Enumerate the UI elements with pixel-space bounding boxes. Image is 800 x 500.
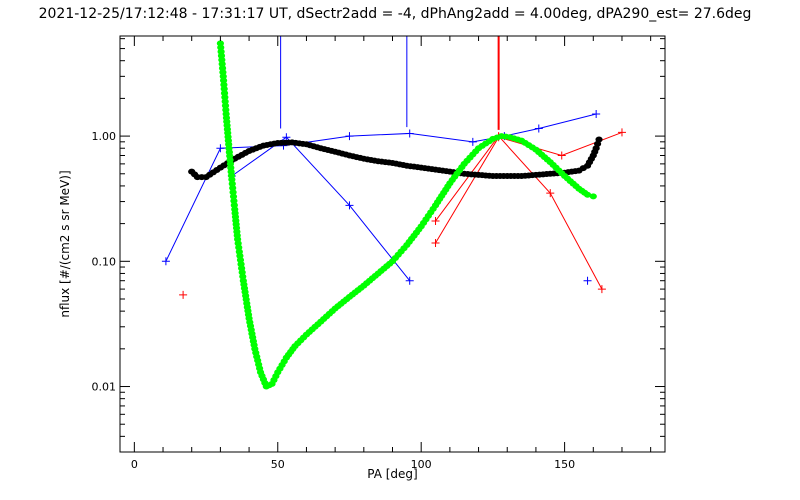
data-point [345, 132, 354, 141]
data-point [216, 144, 225, 153]
data-point [589, 193, 597, 200]
series-5 [179, 290, 188, 299]
series-2 [583, 276, 592, 285]
data-point [179, 290, 188, 299]
data-point [597, 285, 606, 294]
y-tick-label: 0.01 [92, 381, 117, 394]
series-4 [431, 132, 606, 294]
x-axis-label: PA [deg] [367, 467, 417, 481]
data-point [405, 129, 414, 138]
series-7 [216, 40, 597, 390]
axes: 0 50 100 150 0.01 0.10 1.00 [92, 35, 666, 471]
data-point [546, 189, 555, 198]
y-tick-label: 1.00 [92, 130, 117, 143]
series-6 [188, 136, 603, 181]
data-point [345, 201, 354, 210]
data-point [431, 239, 440, 248]
chart-title: 2021-12-25/17:12:48 - 17:31:17 UT, dSect… [39, 6, 752, 22]
series-1 [227, 133, 414, 285]
series-0 [161, 110, 601, 266]
plot-area [161, 36, 626, 390]
series-line [435, 135, 603, 290]
data-point [617, 128, 626, 137]
data-point [534, 124, 543, 133]
data-point [161, 257, 170, 266]
data-point [557, 151, 566, 160]
y-tick-label: 0.10 [92, 255, 117, 268]
series-line [231, 136, 411, 282]
data-point [592, 110, 601, 119]
y-axis-label: nflux [#/(cm2 s sr MeV)] [58, 170, 72, 317]
data-point [595, 136, 603, 143]
x-tick-label: 100 [411, 458, 432, 471]
data-point [405, 276, 414, 285]
x-tick-label: 150 [554, 458, 575, 471]
data-point [282, 133, 291, 142]
x-tick-label: 0 [131, 458, 138, 471]
data-point [583, 191, 592, 198]
data-point [583, 276, 592, 285]
plot-frame [119, 35, 666, 453]
x-tick-label: 50 [271, 458, 285, 471]
data-point [431, 216, 440, 225]
data-point [468, 137, 477, 146]
